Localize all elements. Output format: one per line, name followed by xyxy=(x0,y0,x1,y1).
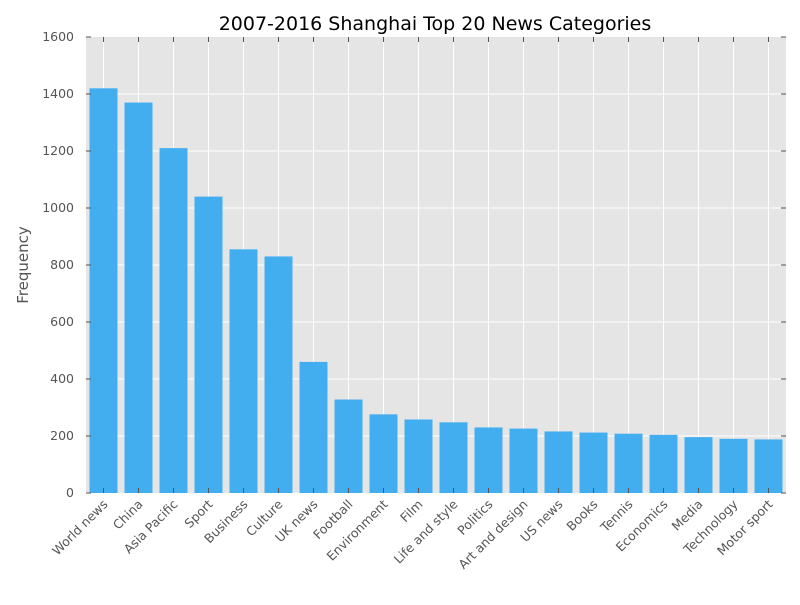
bar xyxy=(404,419,433,493)
bar xyxy=(299,361,328,493)
y-tick-label: 0 xyxy=(66,485,74,500)
bar xyxy=(509,428,538,493)
chart-title: 2007-2016 Shanghai Top 20 News Categorie… xyxy=(219,13,652,35)
x-tick-label: Film xyxy=(397,497,426,526)
bar xyxy=(579,432,608,493)
y-tick-label: 800 xyxy=(50,257,74,272)
x-tick-label: Life and style xyxy=(391,496,461,566)
bar xyxy=(474,427,503,493)
bar xyxy=(439,422,468,493)
x-tick-label: Books xyxy=(563,497,600,534)
bar xyxy=(544,431,573,493)
bar xyxy=(334,399,363,493)
y-tick-label: 200 xyxy=(50,428,74,443)
y-tick-label: 1400 xyxy=(42,86,74,101)
bar xyxy=(684,437,713,493)
y-tick-label: 400 xyxy=(50,371,74,386)
bar xyxy=(614,433,643,493)
bar xyxy=(649,434,678,493)
bar xyxy=(754,439,783,493)
bar xyxy=(264,256,293,493)
bar xyxy=(719,438,748,493)
y-tick-label: 1200 xyxy=(42,143,74,158)
bar xyxy=(369,414,398,493)
bar xyxy=(194,196,223,493)
bars xyxy=(89,88,783,494)
bar xyxy=(124,102,153,494)
x-tick-label: World news xyxy=(49,497,111,559)
y-tick-label: 600 xyxy=(50,314,74,329)
bar xyxy=(159,148,188,493)
y-tick-label: 1000 xyxy=(42,200,74,215)
bar xyxy=(89,88,118,494)
y-axis-label: Frequency xyxy=(14,226,32,304)
bar xyxy=(229,249,258,493)
y-tick-label: 1600 xyxy=(42,29,74,44)
